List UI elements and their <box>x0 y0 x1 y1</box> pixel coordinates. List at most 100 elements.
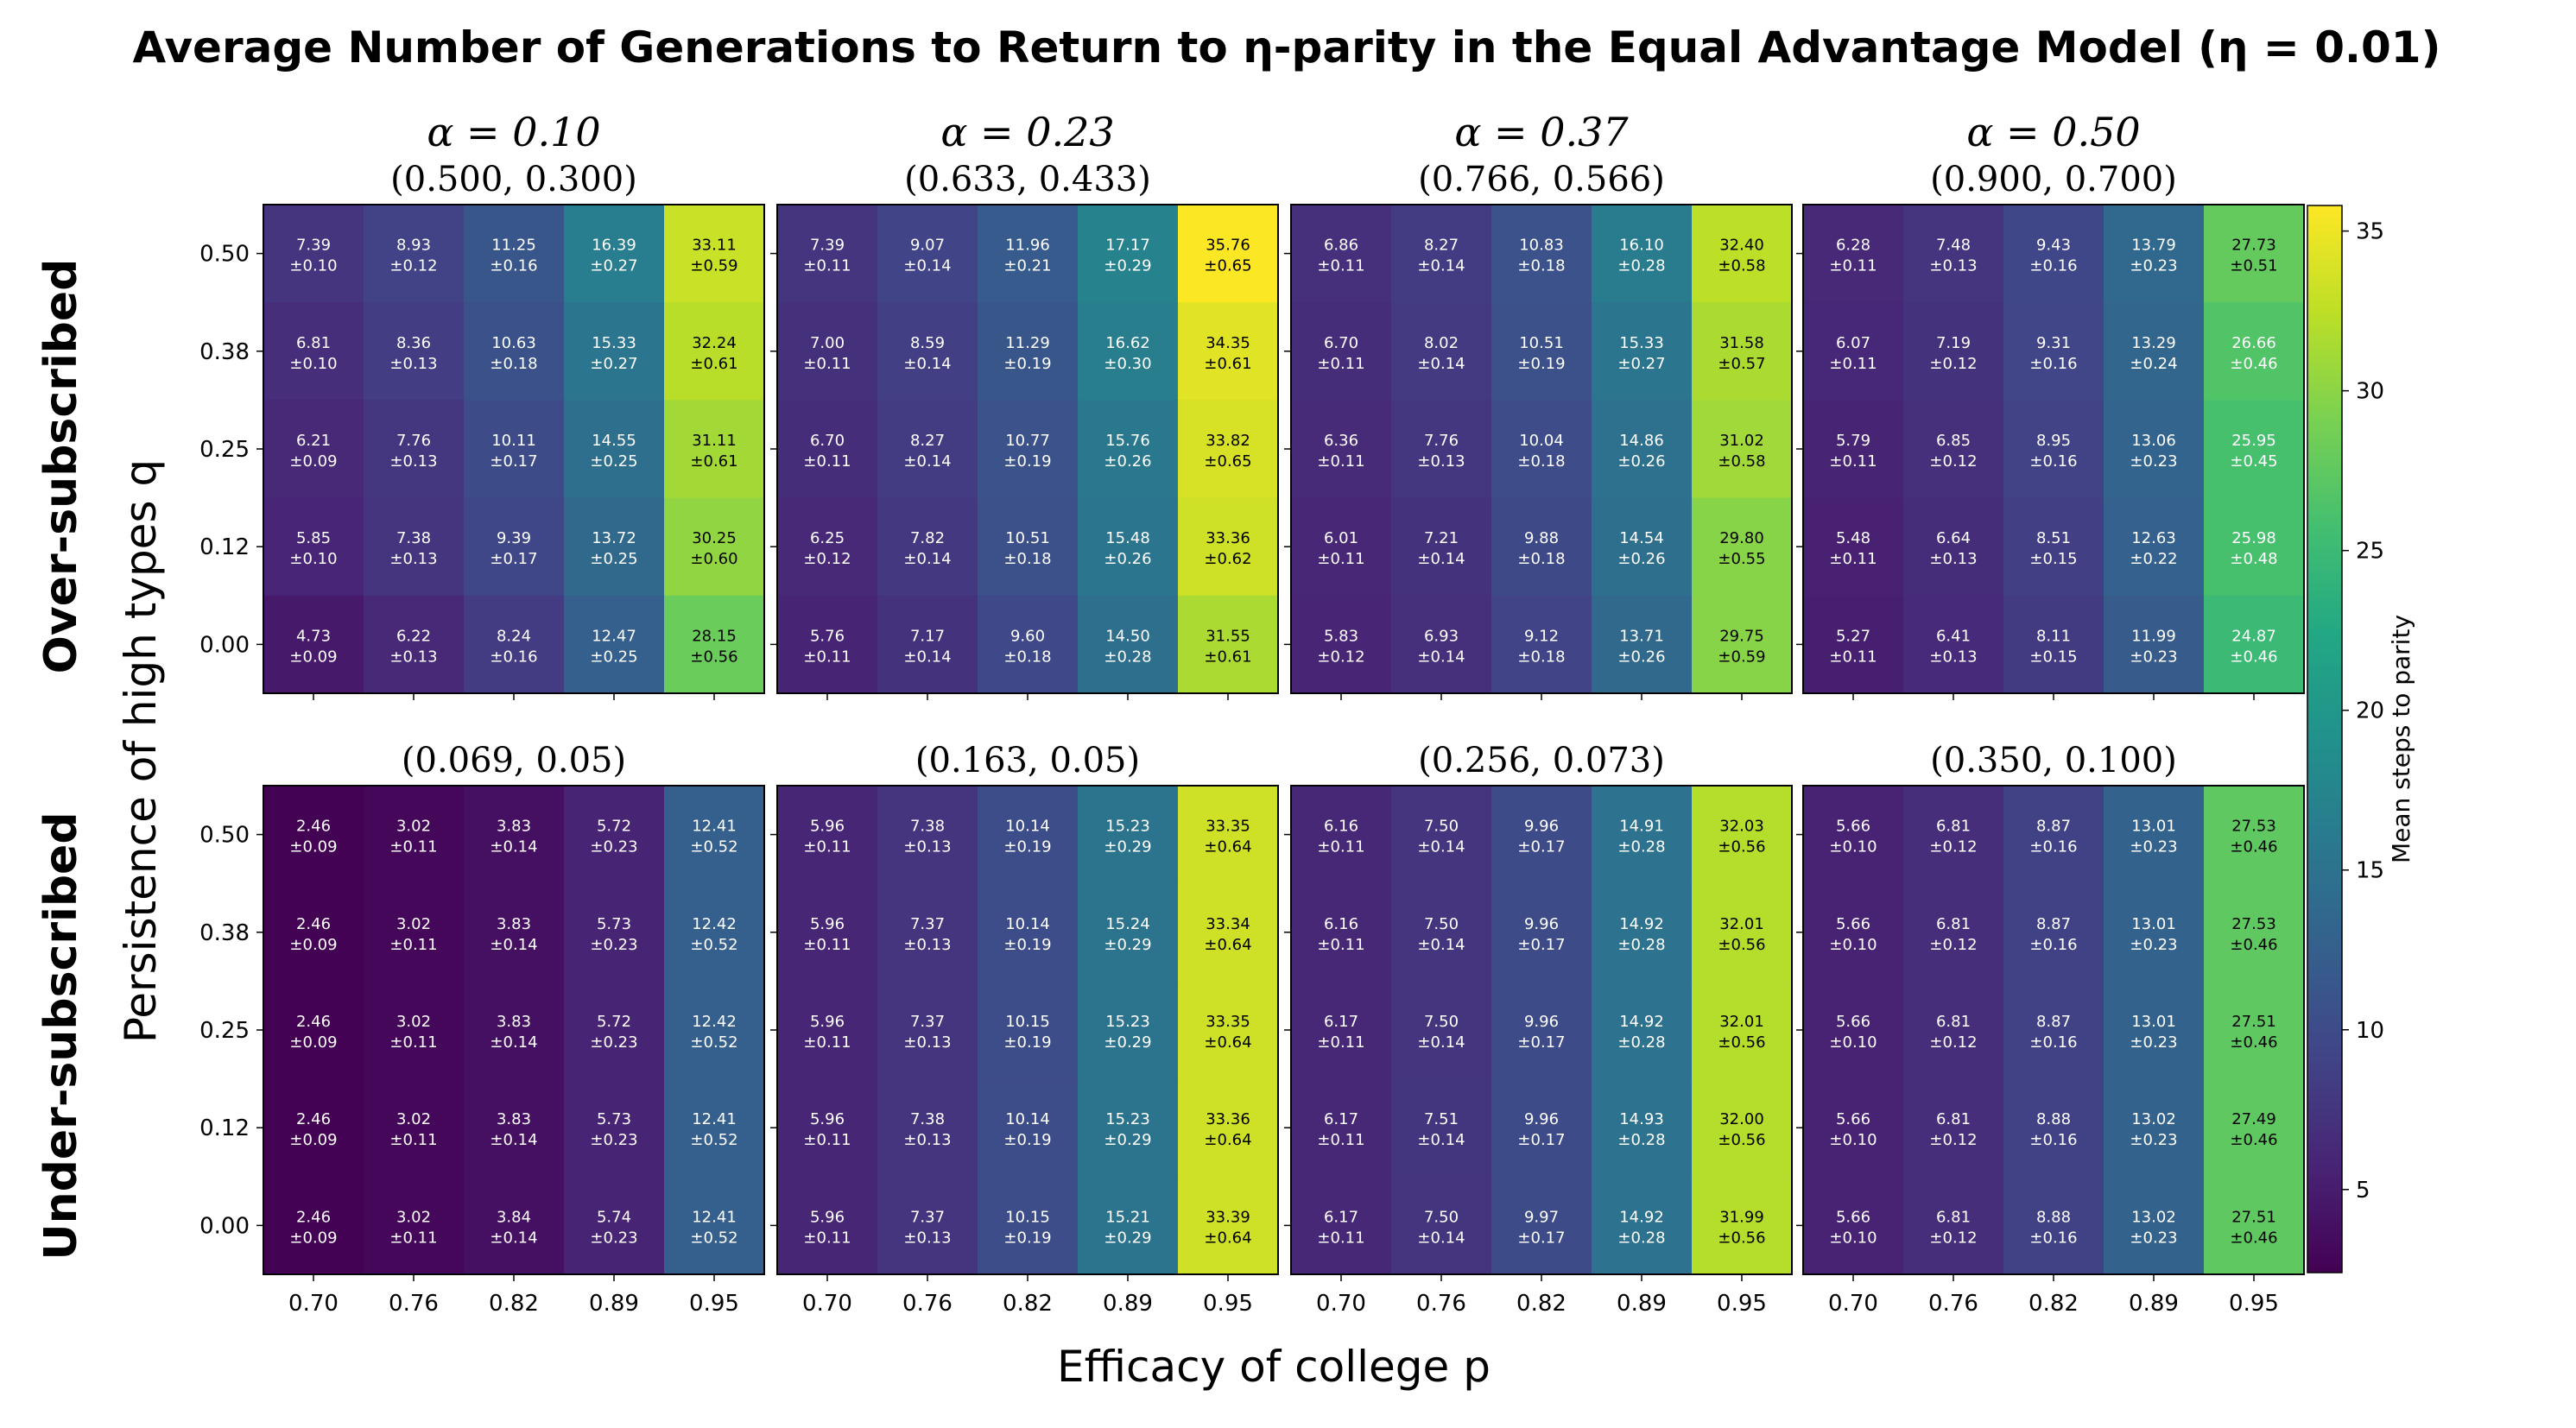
colorbar-tick-label: 20 <box>2356 698 2384 724</box>
cell-mean-label: 27.49 <box>2231 1110 2276 1128</box>
cell-error-label: ±0.13 <box>1417 452 1465 471</box>
heatmap-cell <box>1903 1176 2004 1275</box>
cell-error-label: ±0.11 <box>1317 355 1364 373</box>
x-tick-label: 0.76 <box>1416 1291 1466 1317</box>
panel-alpha-label: α = 0.10 <box>427 109 600 155</box>
cell-error-label: ±0.10 <box>1829 838 1877 856</box>
heatmap-cell <box>1491 981 1592 1080</box>
heatmap-cell <box>1903 883 2004 982</box>
cell-error-label: ±0.10 <box>1829 936 1877 954</box>
cell-error-label: ±0.11 <box>1829 550 1877 568</box>
cell-error-label: ±0.19 <box>1003 1131 1051 1149</box>
cell-mean-label: 26.66 <box>2231 334 2276 352</box>
cell-error-label: ±0.13 <box>903 1229 951 1247</box>
cell-error-label: ±0.14 <box>1417 1131 1465 1149</box>
cell-mean-label: 9.96 <box>1524 1013 1559 1031</box>
cell-error-label: ±0.23 <box>2130 452 2177 471</box>
cell-mean-label: 8.59 <box>910 334 945 352</box>
cell-error-label: ±0.65 <box>1204 257 1251 275</box>
cell-error-label: ±0.18 <box>490 355 537 373</box>
heatmap-cell <box>364 786 465 884</box>
cell-mean-label: 10.15 <box>1005 1208 1050 1226</box>
cell-error-label: ±0.11 <box>803 1229 851 1247</box>
heatmap-cell <box>978 786 1079 884</box>
x-tick-label: 0.70 <box>1828 1291 1878 1317</box>
heatmap-cell <box>1803 302 1904 401</box>
cell-error-label: ±0.25 <box>590 648 637 666</box>
cell-mean-label: 7.76 <box>1424 432 1459 450</box>
cell-mean-label: 3.02 <box>396 818 431 836</box>
cell-error-label: ±0.60 <box>690 550 737 568</box>
cell-error-label: ±0.52 <box>690 936 737 954</box>
cell-mean-label: 33.36 <box>1206 1110 1250 1128</box>
cell-error-label: ±0.17 <box>1517 838 1565 856</box>
cell-mean-label: 27.53 <box>2231 818 2276 836</box>
heatmap-cell <box>1078 883 1179 982</box>
heatmap-cell <box>564 883 665 982</box>
heatmap-cell <box>1803 786 1904 884</box>
heatmap-cell <box>1391 883 1492 982</box>
cell-error-label: ±0.24 <box>2130 355 2177 373</box>
heatmap-cell <box>1491 400 1592 499</box>
cell-error-label: ±0.25 <box>590 550 637 568</box>
cell-error-label: ±0.16 <box>2029 452 2077 471</box>
cell-error-label: ±0.46 <box>2230 355 2277 373</box>
heatmap-cell <box>877 595 978 694</box>
heatmap-cell <box>263 1176 364 1275</box>
y-tick-label: 0.00 <box>199 632 250 658</box>
cell-error-label: ±0.11 <box>1317 452 1364 471</box>
heatmap-cell <box>978 883 1079 982</box>
heatmap-cell <box>877 1176 978 1275</box>
heatmap-cell <box>1391 1176 1492 1275</box>
heatmap-cell <box>263 205 364 303</box>
cell-error-label: ±0.14 <box>490 1229 537 1247</box>
cell-mean-label: 32.40 <box>1719 237 1764 255</box>
heatmap-cell <box>464 205 565 303</box>
cell-mean-label: 32.01 <box>1719 1013 1764 1031</box>
heatmap-panel: α = 0.10 (0.500, 0.300) 7.39 ±0.10 8.93 ±0.12… <box>199 109 765 700</box>
heatmap-cell <box>1491 205 1592 303</box>
cell-mean-label: 16.62 <box>1105 334 1150 352</box>
heatmap-cell <box>664 205 765 303</box>
heatmap-cell <box>664 302 765 401</box>
cell-error-label: ±0.19 <box>1003 838 1051 856</box>
cell-error-label: ±0.11 <box>1317 550 1364 568</box>
cell-mean-label: 14.86 <box>1619 432 1664 450</box>
heatmap-cell <box>978 400 1079 499</box>
cell-error-label: ±0.14 <box>903 257 951 275</box>
y-axis-label: Persistence of high types q <box>116 459 166 1043</box>
heatmap-cell <box>1592 981 1693 1080</box>
heatmap-panel: α = 0.37 (0.766, 0.566) 6.86 ±0.11 8.27 ±0.14… <box>1284 109 1793 700</box>
x-tick-label: 0.70 <box>802 1291 852 1317</box>
cell-mean-label: 9.07 <box>910 237 945 255</box>
heatmap-cell <box>1078 205 1179 303</box>
heatmap-cell <box>464 302 565 401</box>
cell-mean-label: 15.23 <box>1105 1110 1150 1128</box>
cell-error-label: ±0.65 <box>1204 452 1251 471</box>
cell-error-label: ±0.27 <box>590 257 637 275</box>
cell-error-label: ±0.46 <box>2230 1229 2277 1247</box>
cell-error-label: ±0.23 <box>2130 936 2177 954</box>
cell-error-label: ±0.13 <box>903 1131 951 1149</box>
cell-mean-label: 13.01 <box>2131 818 2176 836</box>
heatmap-cell <box>1592 595 1693 694</box>
heatmap-cell <box>1078 1176 1179 1275</box>
cell-error-label: ±0.16 <box>2029 936 2077 954</box>
cell-mean-label: 7.37 <box>910 1208 945 1226</box>
cell-error-label: ±0.19 <box>1003 1033 1051 1052</box>
cell-error-label: ±0.46 <box>2230 838 2277 856</box>
cell-mean-label: 3.83 <box>497 818 531 836</box>
heatmap-cell <box>564 302 665 401</box>
heatmap-cell <box>777 302 878 401</box>
cell-mean-label: 27.51 <box>2231 1013 2276 1031</box>
y-tick-label: 0.25 <box>199 437 250 463</box>
colorbar-tick-label: 10 <box>2356 1018 2384 1044</box>
heatmap-cell <box>1391 400 1492 499</box>
y-tick-label: 0.50 <box>199 242 250 268</box>
heatmap-cell <box>2104 981 2205 1080</box>
cell-mean-label: 7.39 <box>296 237 331 255</box>
heatmap-cell <box>464 497 565 597</box>
heatmap-cell <box>263 595 364 694</box>
heatmap-panel: (0.350, 0.100) 5.66 ±0.10 6.81 ±0.12 8.87 ±0.1… <box>1796 741 2305 1317</box>
